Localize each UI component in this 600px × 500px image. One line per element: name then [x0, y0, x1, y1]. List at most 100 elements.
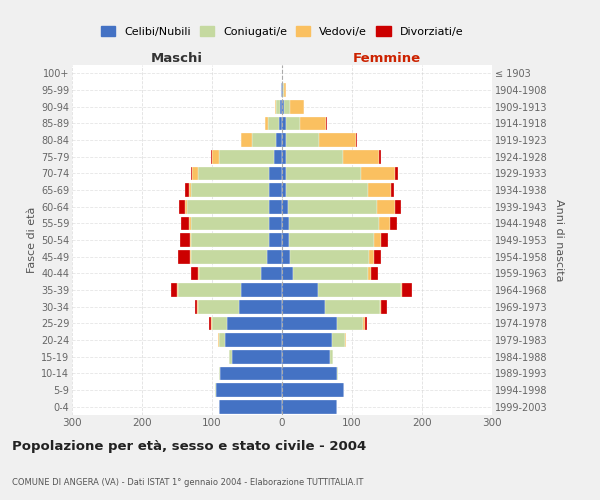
Bar [282, 400, 337, 413]
Bar [287, 200, 377, 213]
Text: Femmine: Femmine [353, 52, 421, 65]
Bar [337, 366, 338, 380]
Bar [180, 233, 190, 247]
Bar [284, 83, 286, 97]
Bar [219, 150, 274, 164]
Bar [395, 200, 401, 213]
Bar [282, 116, 286, 130]
Bar [363, 316, 365, 330]
Bar [172, 283, 177, 297]
Bar [265, 116, 268, 130]
Bar [181, 216, 189, 230]
Bar [282, 300, 325, 314]
Bar [371, 266, 378, 280]
Bar [212, 316, 227, 330]
Bar [282, 333, 332, 347]
Bar [286, 133, 319, 147]
Bar [277, 133, 282, 147]
Bar [187, 200, 269, 213]
Bar [198, 266, 199, 280]
Bar [282, 83, 283, 97]
Bar [219, 400, 282, 413]
Legend: Celibi/Nubili, Coniugati/e, Vedovi/e, Divorziati/e: Celibi/Nubili, Coniugati/e, Vedovi/e, Di… [97, 22, 467, 41]
Bar [177, 283, 178, 297]
Y-axis label: Fasce di età: Fasce di età [26, 207, 37, 273]
Bar [191, 250, 266, 264]
Bar [343, 150, 379, 164]
Bar [391, 183, 394, 197]
Bar [282, 216, 289, 230]
Bar [282, 233, 289, 247]
Bar [194, 300, 197, 314]
Bar [401, 283, 403, 297]
Bar [395, 166, 398, 180]
Bar [190, 250, 191, 264]
Bar [286, 116, 299, 130]
Bar [299, 116, 326, 130]
Bar [332, 333, 345, 347]
Bar [193, 166, 198, 180]
Bar [282, 166, 286, 180]
Bar [211, 316, 212, 330]
Bar [381, 233, 388, 247]
Bar [326, 116, 327, 130]
Bar [289, 216, 379, 230]
Bar [220, 366, 282, 380]
Bar [280, 100, 282, 114]
Bar [218, 333, 219, 347]
Bar [282, 100, 284, 114]
Bar [198, 166, 269, 180]
Bar [191, 216, 269, 230]
Bar [278, 116, 282, 130]
Bar [286, 150, 343, 164]
Bar [178, 283, 241, 297]
Bar [227, 316, 282, 330]
Bar [197, 300, 198, 314]
Bar [382, 300, 387, 314]
Bar [266, 250, 282, 264]
Bar [219, 333, 224, 347]
Bar [211, 150, 212, 164]
Bar [368, 183, 391, 197]
Bar [282, 350, 329, 364]
Bar [282, 283, 319, 297]
Bar [269, 200, 282, 213]
Bar [286, 166, 361, 180]
Bar [293, 266, 368, 280]
Bar [179, 200, 185, 213]
Bar [325, 300, 380, 314]
Bar [355, 133, 357, 147]
Bar [191, 183, 269, 197]
Bar [275, 100, 277, 114]
Bar [337, 316, 363, 330]
Bar [286, 183, 368, 197]
Y-axis label: Anni di nascita: Anni di nascita [554, 198, 564, 281]
Text: Popolazione per età, sesso e stato civile - 2004: Popolazione per età, sesso e stato civil… [12, 440, 366, 453]
Bar [290, 100, 304, 114]
Bar [199, 266, 261, 280]
Bar [209, 316, 211, 330]
Bar [368, 266, 371, 280]
Bar [345, 333, 346, 347]
Bar [224, 333, 282, 347]
Bar [319, 133, 355, 147]
Bar [377, 200, 395, 213]
Bar [282, 150, 286, 164]
Bar [282, 200, 287, 213]
Bar [361, 166, 395, 180]
Bar [269, 166, 282, 180]
Bar [282, 250, 290, 264]
Bar [282, 366, 337, 380]
Bar [283, 83, 284, 97]
Bar [261, 266, 282, 280]
Bar [229, 350, 232, 364]
Bar [191, 266, 198, 280]
Bar [269, 233, 282, 247]
Bar [241, 133, 252, 147]
Bar [282, 316, 337, 330]
Bar [319, 283, 401, 297]
Bar [219, 366, 220, 380]
Bar [290, 250, 369, 264]
Bar [369, 250, 374, 264]
Bar [282, 383, 344, 397]
